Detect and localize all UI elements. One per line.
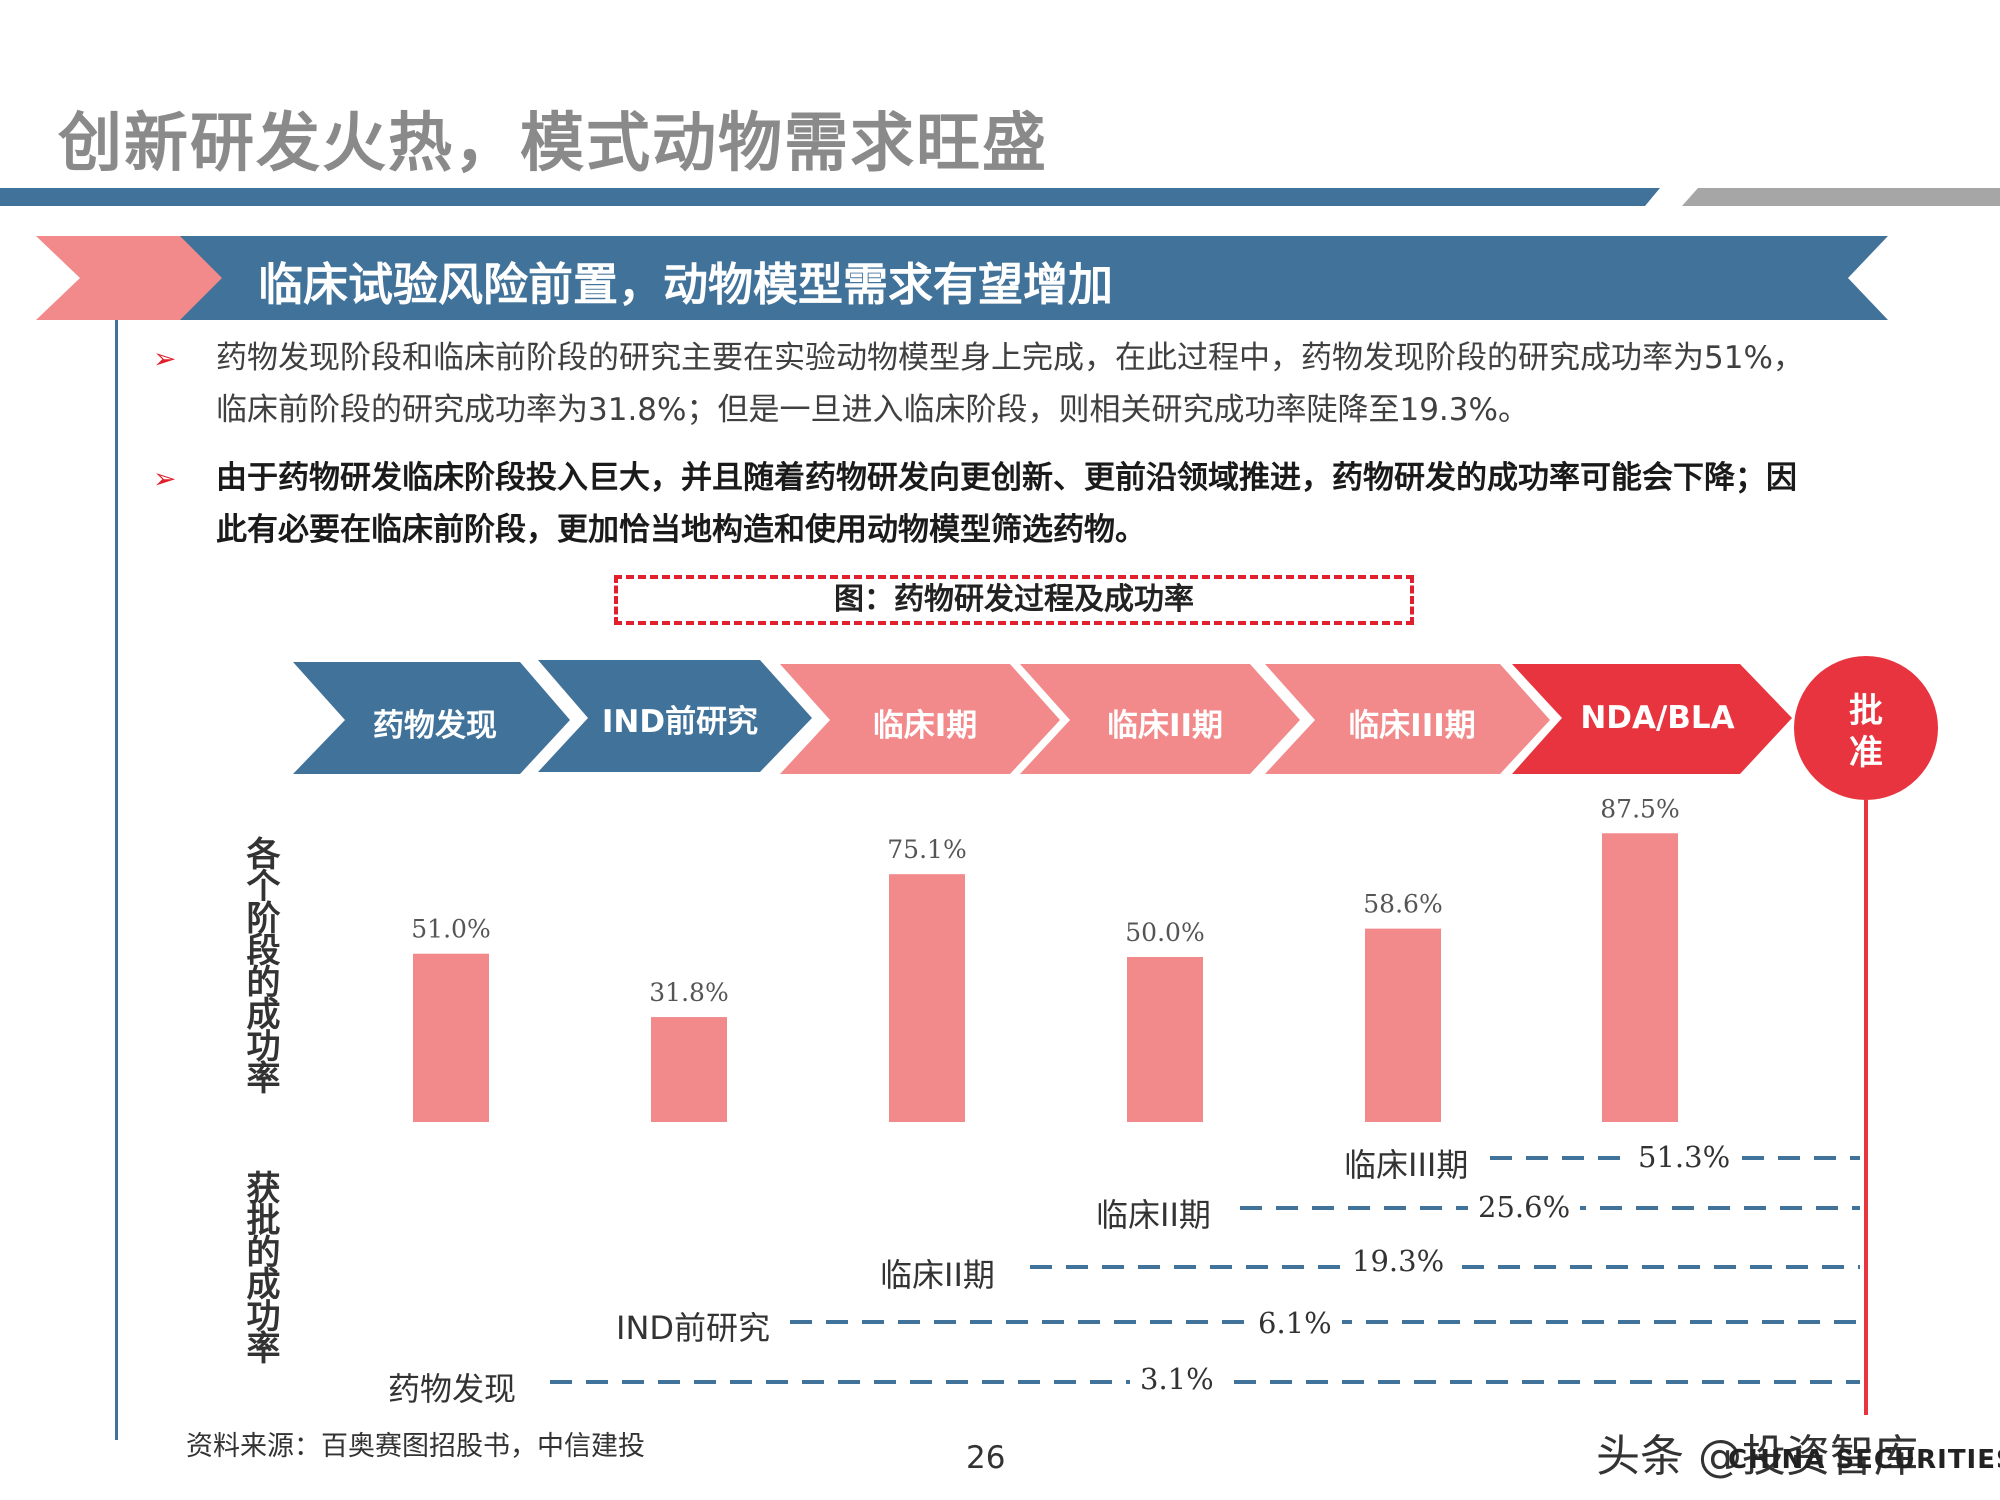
stage-chevron-3 [780,664,1060,774]
bar-5 [1365,928,1441,1122]
bar-value-label-5: 58.6% [1363,890,1442,919]
approve-label-line2: 准 [1849,733,1883,773]
ylabel-approval-success: 获批的成功率 [240,1170,280,1362]
bar-1 [413,953,489,1122]
figure-caption: 图：药物研发过程及成功率 [614,575,1414,625]
bullet-1-line1: 药物发现阶段和临床前阶段的研究主要在实验动物模型身上完成，在此过程中，药物发现阶… [216,340,1804,376]
approval-value-1: 51.3% [1628,1140,1741,1174]
bar-value-label-6: 87.5% [1600,794,1679,823]
approval-stage-4: IND前研究 [616,1309,771,1347]
approve-label-line1: 批 [1849,691,1883,731]
left-rule [115,320,118,1440]
bar-4 [1127,957,1203,1122]
approval-stage-2: 临床II期 [1096,1196,1211,1234]
stage-label-2: IND前研究 [601,704,759,740]
source-note: 资料来源：百奥赛图招股书，中信建投 [186,1431,645,1462]
bullet-1-line2: 临床前阶段的研究成功率为31.8%；但是一旦进入临床阶段，则相关研究成功率陡降至… [216,392,1529,428]
bar-6 [1602,833,1678,1122]
watermark-sub: CHINA SECURITIES [1728,1445,2000,1475]
approval-stage-1: 临床III期 [1344,1146,1469,1184]
bar-2 [651,1017,727,1122]
approval-value-3: 19.3% [1342,1244,1455,1278]
stage-label-1: 药物发现 [373,708,497,744]
stage-chevron-6 [1512,664,1792,774]
approval-stage-5: 药物发现 [388,1370,517,1408]
watermark: 头条 @投资智库 [1596,1431,1918,1482]
stage-chevron-4 [1020,664,1300,774]
section-subtitle: 临床试验风险前置，动物模型需求有望增加 [258,258,1114,311]
bar-value-label-4: 50.0% [1125,918,1204,947]
stage-label-5: 临床III期 [1348,708,1476,744]
bullet-2-line1: 由于药物研发临床阶段投入巨大，并且随着药物研发向更创新、更前沿领域推进，药物研发… [216,460,1797,496]
bar-value-label-2: 31.8% [649,978,728,1007]
bar-value-label-3: 75.1% [887,835,966,864]
stage-chevron-5 [1265,664,1550,774]
bullet-2-line2: 此有必要在临床前阶段，更加恰当地构造和使用动物模型筛选药物。 [216,512,1146,548]
bar-value-label-1: 51.0% [411,915,490,944]
bar-3 [889,874,965,1122]
bullet-2: 由于药物研发临床阶段投入巨大，并且随着药物研发向更创新、更前沿领域推进，药物研发… [216,452,1936,556]
approve-label: 批 准 [1826,690,1906,774]
stage-label-4: 临床II期 [1106,708,1224,744]
subtitle-banner [36,236,1888,320]
header-divider [0,188,2000,206]
approval-stage-3: 临床II期 [880,1256,995,1294]
ylabel-stage-success: 各个阶段的成功率 [240,836,280,1092]
bullet-arrow-icon: ➢ [153,342,177,375]
stage-chevron-1 [293,662,570,774]
stage-label-3: 临床I期 [872,708,978,744]
page-title: 创新研发火热，模式动物需求旺盛 [58,107,1048,181]
stage-chevron-2 [538,660,812,772]
bullet-1: 药物发现阶段和临床前阶段的研究主要在实验动物模型身上完成，在此过程中，药物发现阶… [216,332,1936,436]
approval-value-4: 6.1% [1248,1306,1342,1340]
approval-value-5: 3.1% [1130,1362,1224,1396]
approval-value-2: 25.6% [1468,1190,1581,1224]
bullet-arrow-icon: ➢ [153,462,177,495]
approve-circle [1794,656,1938,800]
stage-label-6: NDA/BLA [1580,700,1735,736]
page-number: 26 [966,1440,1006,1476]
